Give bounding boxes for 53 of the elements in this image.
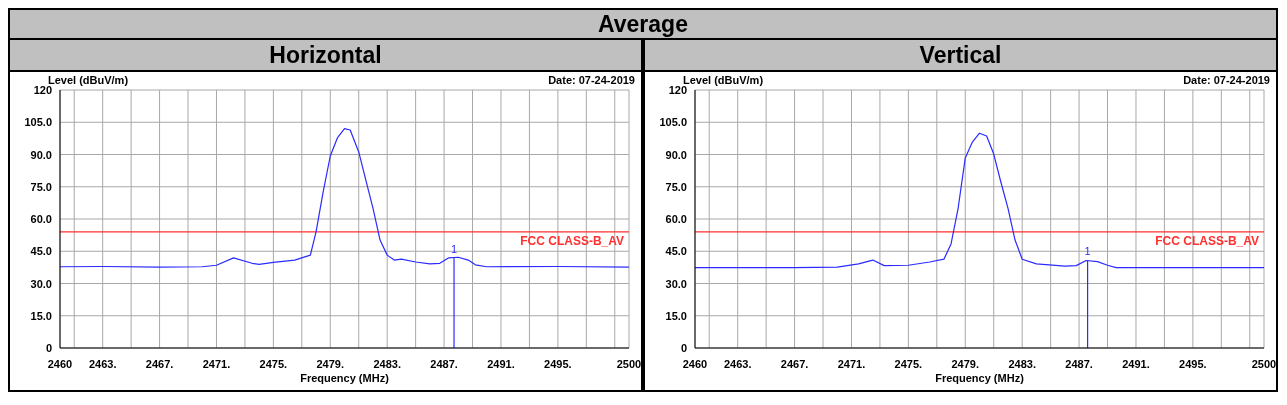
y-tick-label: 60.0 — [30, 213, 52, 225]
y-tick-label: 30.0 — [30, 277, 52, 290]
y-tick-label: 60.0 — [665, 213, 687, 225]
x-tick-label: 2467. — [145, 358, 174, 370]
x-tick-label: 2475. — [894, 358, 923, 370]
x-tick-label: 2479. — [316, 358, 345, 370]
y-tick-label: 0 — [45, 342, 52, 354]
chart-title: Horizontal — [10, 40, 641, 72]
text: Average — [8, 8, 1278, 40]
x-tick-label: 2491. — [1122, 358, 1150, 370]
x-tick-label: 2471. — [202, 358, 231, 370]
y-tick-label: 75.0 — [665, 180, 687, 193]
x-tick-label: 2463. — [88, 358, 117, 370]
y-tick-label: 90.0 — [30, 148, 52, 161]
x-tick-label: 2487. — [1065, 358, 1093, 370]
x-tick-label: 2495. — [544, 358, 572, 370]
chart-title: Vertical — [645, 40, 1276, 72]
y-tick-label: 30.0 — [665, 277, 687, 290]
annotation: 1 — [1084, 245, 1091, 258]
y-tick-label: 0 — [680, 342, 687, 354]
x-axis-title: Frequency (MHz) — [300, 372, 390, 384]
x-tick-label: 2471. — [837, 358, 866, 370]
x-tick-label: 2500 — [1251, 358, 1277, 370]
x-tick-label: 2500 — [616, 358, 642, 370]
x-tick-label: 2463. — [723, 358, 752, 370]
y-tick-label: 120 — [668, 84, 687, 96]
y-tick-label: 90.0 — [665, 148, 687, 161]
y-tick-label: 15.0 — [30, 309, 52, 322]
y-tick-label: 45.0 — [30, 245, 52, 258]
x-axis-title: Frequency (MHz) — [935, 372, 1025, 384]
x-tick-label: 2495. — [1179, 358, 1207, 370]
x-tick-label: 2467. — [780, 358, 809, 370]
y-tick-label: 75.0 — [30, 180, 52, 193]
annotation: 1 — [450, 242, 458, 255]
x-tick-label: 2479. — [951, 358, 980, 370]
ref-line-label: FCC CLASS-B_AV — [520, 234, 624, 249]
text: Date: 07-24-2019 — [548, 74, 635, 86]
y-axis-title: Level (dBuV/m) — [48, 74, 129, 86]
x-tick-label: 2460 — [682, 358, 708, 370]
y-tick-label: 45.0 — [665, 245, 687, 258]
x-tick-label: 2483. — [1008, 358, 1036, 370]
x-tick-label: 2475. — [259, 358, 288, 370]
y-tick-label: 15.0 — [665, 309, 687, 322]
x-tick-label: 2460 — [47, 358, 73, 370]
x-tick-label: 2483. — [373, 358, 401, 370]
y-axis-title: Level (dBuV/m) — [683, 74, 764, 86]
y-tick-label: 105.0 — [24, 116, 52, 129]
y-tick-label: 105.0 — [659, 116, 687, 129]
text: Date: 07-24-2019 — [1183, 74, 1270, 86]
ref-line-label: FCC CLASS-B_AV — [1155, 234, 1259, 249]
x-tick-label: 2491. — [487, 358, 515, 370]
x-tick-label: 2487. — [430, 358, 458, 370]
y-tick-label: 120 — [33, 84, 52, 96]
